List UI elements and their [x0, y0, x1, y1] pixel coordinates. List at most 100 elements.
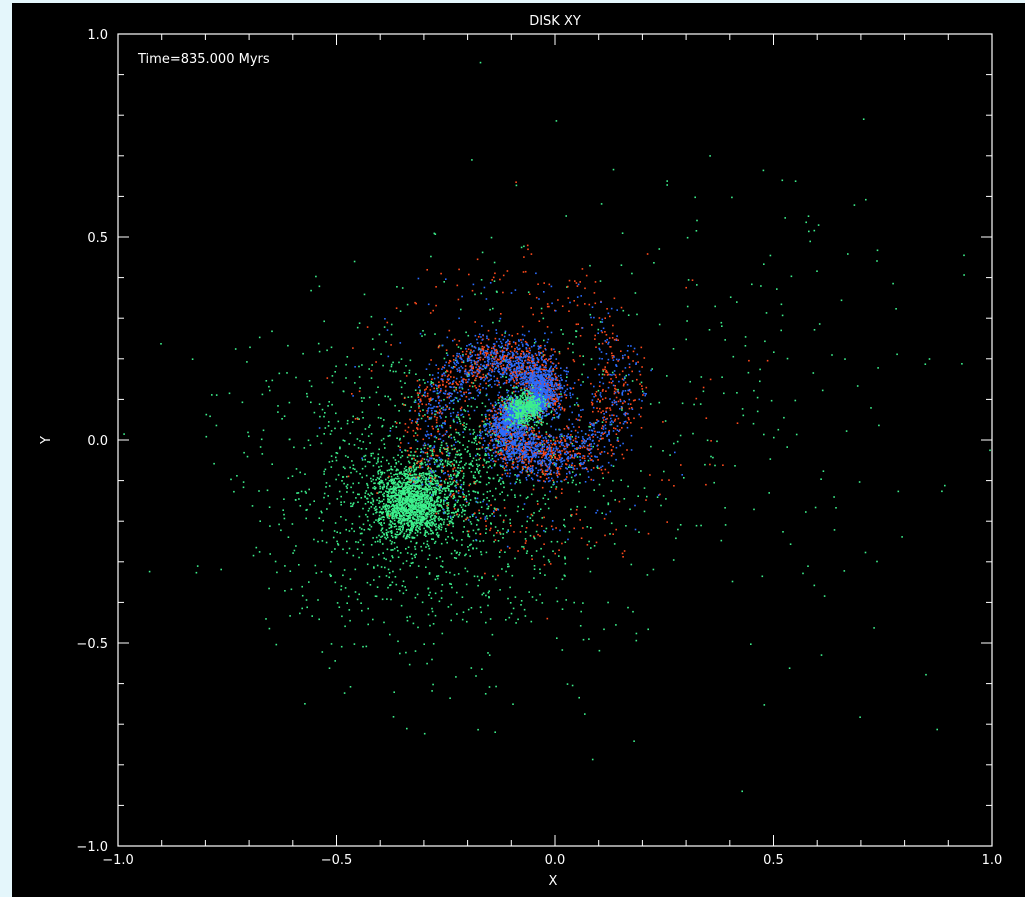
data-point — [389, 560, 392, 562]
data-point — [317, 342, 320, 345]
data-point — [503, 371, 505, 374]
data-point — [453, 512, 455, 514]
data-point — [358, 515, 361, 518]
data-point — [426, 522, 428, 525]
data-point — [394, 500, 397, 503]
data-point — [287, 477, 290, 479]
data-point — [615, 528, 617, 531]
data-point — [381, 512, 383, 515]
data-point — [488, 590, 490, 592]
data-point — [429, 496, 432, 498]
data-point — [331, 551, 333, 553]
data-point — [489, 618, 492, 620]
data-point — [404, 449, 406, 451]
data-point — [418, 405, 420, 407]
data-point — [372, 513, 375, 515]
data-point — [530, 513, 533, 516]
data-point — [479, 61, 482, 64]
data-point — [546, 303, 549, 305]
data-point — [522, 446, 525, 448]
data-point — [338, 606, 341, 608]
data-point — [447, 496, 449, 498]
data-point — [424, 507, 427, 510]
data-point — [404, 513, 407, 515]
data-point — [564, 451, 566, 454]
data-point — [618, 392, 620, 394]
data-point — [421, 463, 424, 465]
data-point — [558, 393, 560, 395]
data-point — [442, 523, 445, 525]
data-point — [515, 439, 518, 442]
data-point — [454, 504, 457, 507]
data-point — [426, 493, 428, 496]
data-point — [553, 414, 555, 416]
data-point — [605, 421, 607, 423]
data-point — [521, 350, 523, 352]
data-point — [386, 504, 388, 507]
data-point — [443, 501, 445, 503]
data-point — [502, 528, 504, 530]
data-point — [731, 580, 734, 583]
data-point — [293, 446, 295, 449]
data-point — [410, 488, 412, 490]
data-point — [427, 613, 430, 616]
data-point — [558, 383, 560, 385]
data-point — [393, 506, 396, 509]
data-point — [355, 497, 357, 499]
data-point — [549, 436, 551, 438]
data-point — [401, 501, 404, 503]
data-point — [409, 517, 411, 520]
data-point — [340, 516, 342, 518]
data-point — [458, 340, 461, 342]
data-point — [123, 433, 125, 435]
data-point — [627, 485, 629, 488]
data-point — [492, 477, 495, 480]
data-point — [420, 461, 423, 463]
data-point — [393, 515, 395, 518]
data-point — [441, 464, 444, 466]
data-point — [805, 221, 807, 224]
data-point — [299, 471, 301, 474]
data-point — [455, 381, 457, 384]
data-point — [367, 435, 370, 437]
data-point — [521, 545, 523, 548]
data-point — [521, 525, 523, 527]
data-point — [426, 455, 429, 458]
data-point — [389, 506, 391, 508]
data-point — [430, 474, 432, 477]
data-point — [479, 348, 481, 350]
data-point — [525, 531, 527, 533]
data-point — [403, 522, 406, 525]
data-point — [413, 494, 415, 497]
data-point — [495, 685, 497, 688]
data-point — [500, 404, 503, 406]
data-point — [389, 633, 391, 636]
data-point — [434, 508, 436, 510]
data-point — [191, 358, 194, 360]
data-point — [386, 491, 389, 493]
data-point — [509, 350, 512, 353]
data-point — [421, 515, 423, 517]
data-point — [418, 507, 421, 509]
data-point — [519, 355, 522, 357]
data-point — [418, 488, 420, 490]
data-point — [377, 386, 379, 388]
data-point — [501, 453, 503, 456]
data-point — [505, 441, 507, 444]
data-point — [412, 516, 414, 518]
data-point — [418, 511, 421, 514]
data-point — [531, 555, 533, 557]
data-point — [525, 527, 528, 529]
data-point — [570, 466, 572, 468]
data-point — [404, 505, 406, 507]
data-point — [377, 519, 380, 521]
data-point — [462, 504, 465, 506]
data-point — [489, 515, 491, 517]
data-point — [731, 196, 733, 199]
data-point — [420, 466, 422, 469]
data-point — [382, 519, 385, 521]
data-point — [418, 472, 421, 475]
data-point — [498, 397, 500, 399]
data-point — [413, 498, 415, 501]
data-point — [673, 485, 675, 487]
